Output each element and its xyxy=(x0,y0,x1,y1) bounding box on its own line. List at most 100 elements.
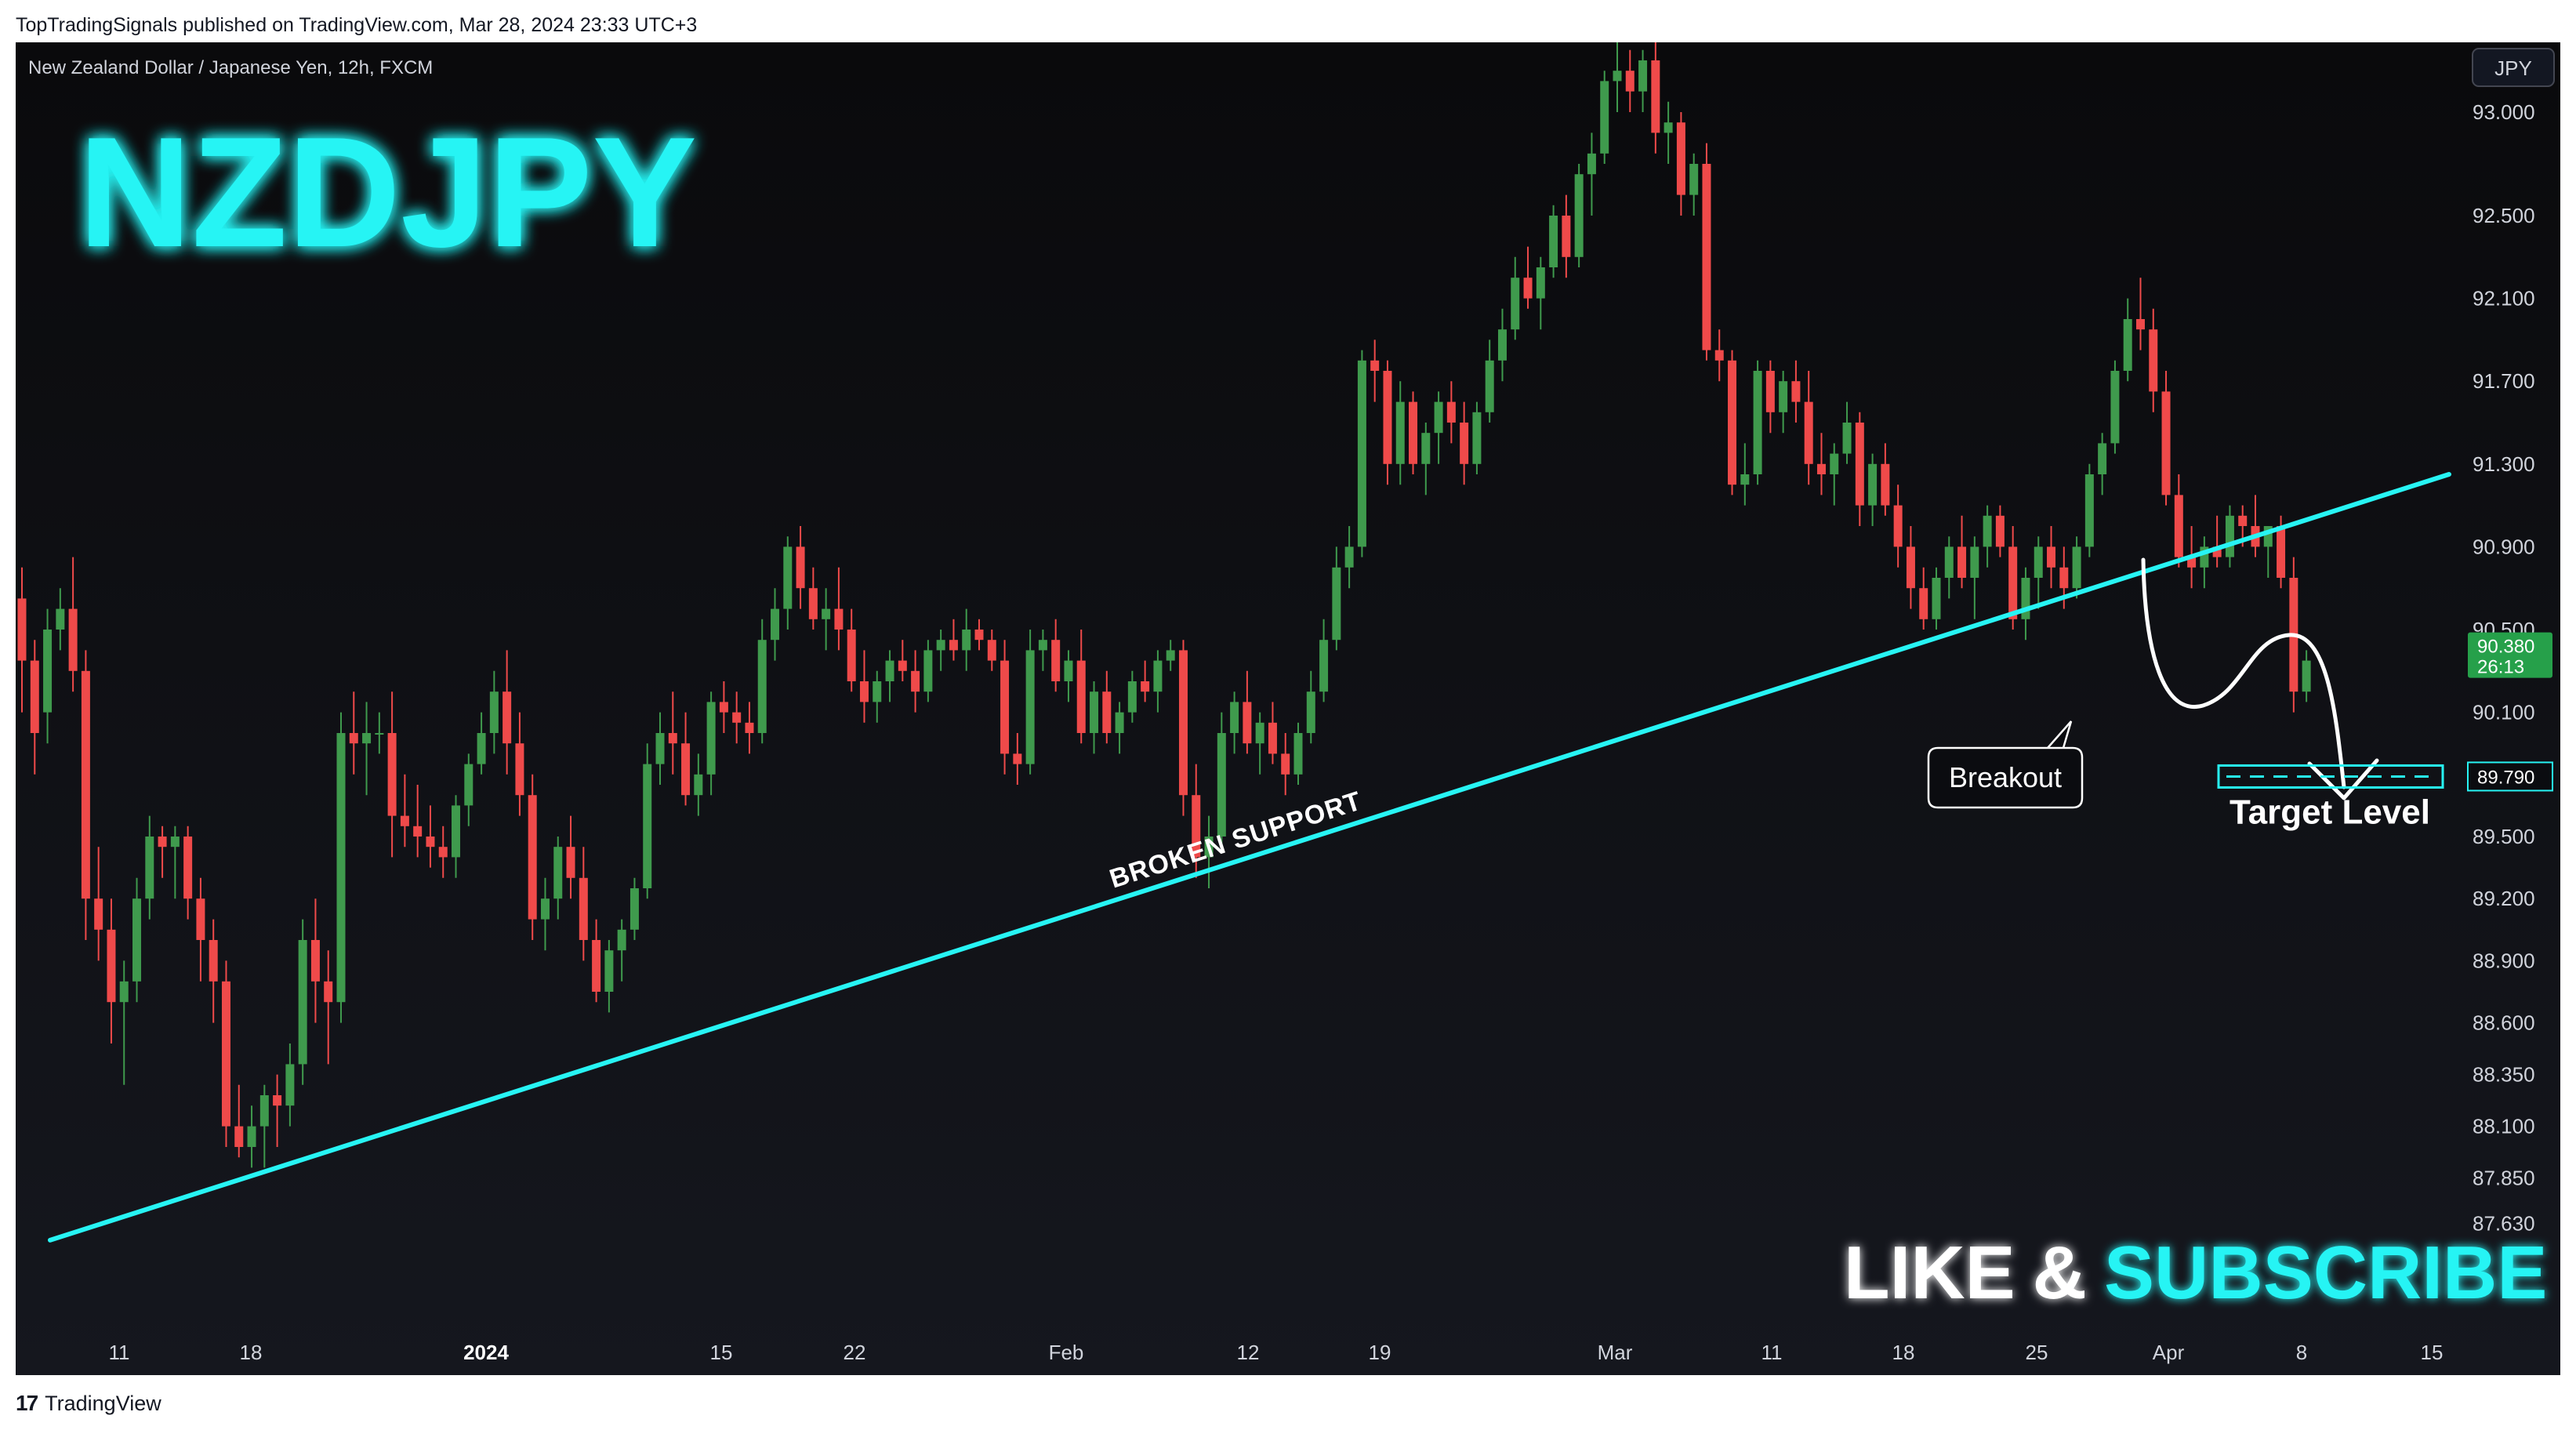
footer-brand[interactable]: 17 TradingView xyxy=(16,1386,161,1421)
candle-body xyxy=(2200,546,2209,568)
price-tick-label: 93.000 xyxy=(2473,100,2535,124)
candle-body xyxy=(1102,691,1112,733)
candle-body xyxy=(2021,578,2030,619)
price-tick-label: 87.630 xyxy=(2473,1212,2535,1236)
candle-body xyxy=(2098,443,2107,474)
candle-body xyxy=(247,1126,256,1147)
candle-body xyxy=(1549,216,1558,267)
candle-body xyxy=(1511,278,1520,330)
target-zone: Target Level xyxy=(2217,764,2444,831)
symbol-description: New Zealand Dollar / Japanese Yen, 12h, … xyxy=(28,57,433,78)
candle-body xyxy=(1051,640,1061,681)
like-subscribe-promo: LIKE & SUBSCRIBE xyxy=(1844,1231,2547,1315)
candle-body xyxy=(1357,360,1366,547)
candle-body xyxy=(273,1095,282,1106)
chart-panel[interactable]: New Zealand Dollar / Japanese Yen, 12h, … xyxy=(16,42,2560,1375)
candle-body xyxy=(2059,567,2069,589)
candle-body xyxy=(2238,515,2248,526)
price-tick-label: 87.850 xyxy=(2473,1167,2535,1190)
tradingview-brand[interactable]: TradingView xyxy=(45,1391,161,1415)
candle-body xyxy=(1625,71,1634,92)
candle-body xyxy=(464,764,473,806)
candle-body xyxy=(2110,371,2120,444)
candle-body xyxy=(1574,174,1584,257)
candle-body xyxy=(426,837,435,847)
candle-body xyxy=(1664,122,1673,133)
candle-body xyxy=(1344,546,1354,568)
candle-body xyxy=(745,722,754,733)
time-tick-label: 25 xyxy=(2026,1341,2048,1364)
candle-body xyxy=(987,640,996,661)
candle-body xyxy=(1268,722,1277,754)
candle-body xyxy=(1332,567,1341,641)
candle-body xyxy=(1319,640,1329,692)
candle-body xyxy=(349,733,358,744)
candle-body xyxy=(2187,557,2197,568)
target-level-label: Target Level xyxy=(2230,793,2430,831)
publisher-header: TopTradingSignals published on TradingVi… xyxy=(16,14,698,36)
candle-body xyxy=(859,681,869,702)
candle-body xyxy=(324,981,333,1003)
price-tick-label: 90.900 xyxy=(2473,535,2535,558)
time-tick-label: Apr xyxy=(2153,1341,2185,1364)
candle-body xyxy=(285,1064,295,1106)
candle-body xyxy=(2084,474,2094,547)
candle-body xyxy=(2225,515,2234,557)
time-axis[interactable]: 11 18 2024 15 22 Feb 12 19 Mar 11 18 25 Apr 8 15 xyxy=(109,1341,2444,1364)
candlestick-chart[interactable]: New Zealand Dollar / Japanese Yen, 12h, … xyxy=(16,42,2560,1375)
price-axis[interactable]: 93.00092.50092.10091.70091.30090.90090.5… xyxy=(2473,100,2535,1236)
candle-body xyxy=(1000,660,1010,754)
candle-body xyxy=(375,733,384,735)
time-tick-label: 18 xyxy=(1892,1341,1915,1364)
time-tick-label: 19 xyxy=(1369,1341,1391,1364)
last-price-value: 90.380 xyxy=(2477,637,2534,658)
candle-body xyxy=(1816,463,1826,474)
candle-body xyxy=(1944,546,1954,578)
candle-body xyxy=(2149,329,2158,392)
candle-body xyxy=(1127,681,1137,713)
candle-body xyxy=(1638,60,1648,92)
candle-body xyxy=(1868,463,1878,506)
candle-body xyxy=(1983,515,1992,547)
time-tick-label: Feb xyxy=(1049,1341,1084,1364)
candle-body xyxy=(1587,153,1596,175)
candle-body xyxy=(1217,733,1226,837)
candle-body xyxy=(1536,267,1545,299)
candle-body xyxy=(1115,712,1124,733)
candle-body xyxy=(629,888,639,930)
candle-body xyxy=(1791,381,1801,402)
candle-body xyxy=(873,681,882,702)
candle-body xyxy=(1306,691,1315,733)
candle-body xyxy=(1932,578,1941,619)
candle-body xyxy=(1446,401,1456,423)
price-tick-label: 92.100 xyxy=(2473,287,2535,310)
candle-body xyxy=(885,660,894,681)
promo-subscribe: SUBSCRIBE xyxy=(2104,1231,2547,1315)
candle-body xyxy=(1893,505,1903,547)
candle-body xyxy=(413,826,423,837)
candle-body xyxy=(1855,423,1864,506)
candle-body xyxy=(1090,691,1099,733)
candle-body xyxy=(209,940,218,982)
candle-body xyxy=(387,733,397,816)
candle-body xyxy=(1409,401,1418,464)
candle-body xyxy=(668,733,677,744)
breakout-callout: Breakout xyxy=(1927,720,2084,809)
candle-body xyxy=(1497,329,1507,361)
candle-body xyxy=(310,940,320,982)
candle-body xyxy=(1881,463,1890,506)
candle-body xyxy=(81,670,90,899)
candle-body xyxy=(528,795,537,920)
candle-body xyxy=(936,640,945,651)
currency-button-label[interactable]: JPY xyxy=(2494,56,2532,80)
candle-body xyxy=(834,608,844,630)
candle-body xyxy=(17,598,27,661)
tradingview-logo-icon[interactable]: 17 xyxy=(16,1391,38,1415)
candle-body xyxy=(1830,453,1839,474)
candle-body xyxy=(1243,702,1252,744)
candle-body xyxy=(553,847,563,899)
candle-body xyxy=(655,733,665,764)
currency-button[interactable]: JPY xyxy=(2472,48,2555,87)
candle-body xyxy=(1753,371,1762,474)
candle-body xyxy=(515,743,524,796)
